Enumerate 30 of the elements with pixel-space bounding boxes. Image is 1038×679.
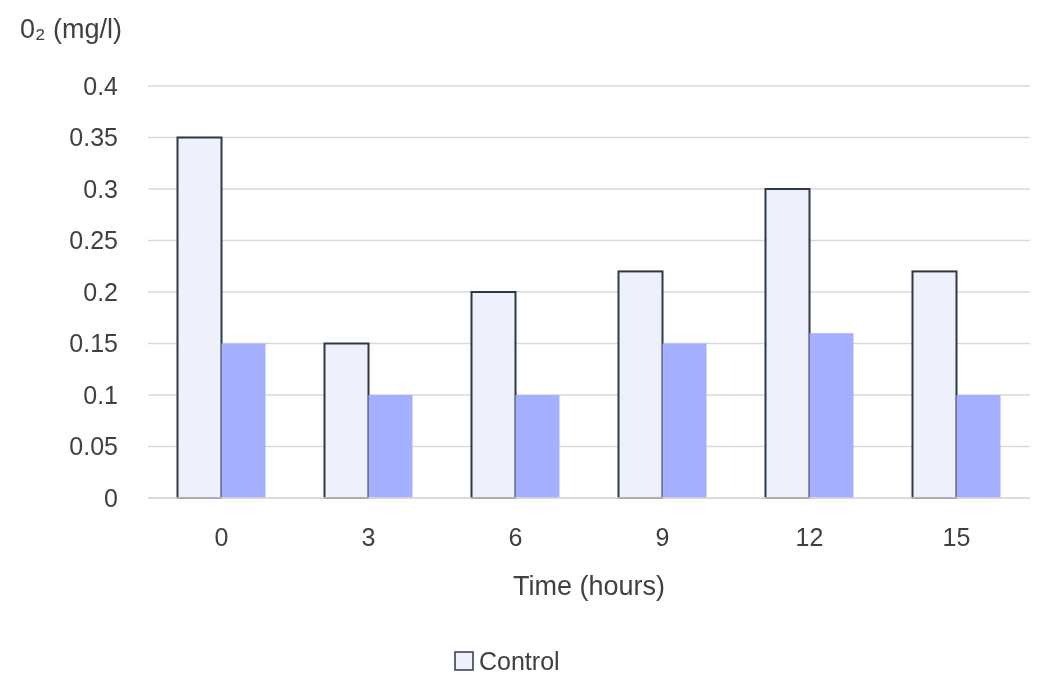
bar: [323, 342, 370, 499]
y-axis-title: 0₂ (mg/l): [20, 14, 122, 44]
x-tick-label: 12: [795, 523, 824, 551]
y-tick-label: 0.1: [83, 380, 118, 409]
bar: [368, 395, 413, 498]
bar: [662, 343, 707, 498]
y-tick-label: 0.15: [69, 329, 118, 358]
bar: [470, 291, 517, 499]
y-tick-label: 0.3: [83, 174, 118, 203]
y-tick-label: 0.05: [69, 432, 118, 461]
y-tick-label: 0: [104, 483, 118, 512]
x-tick-label: 15: [942, 523, 971, 551]
x-tick-label: 6: [508, 523, 523, 551]
y-tick-label: 0.2: [83, 277, 118, 306]
y-tick-label: 0.35: [69, 123, 118, 152]
x-tick-label: 9: [655, 523, 670, 551]
bar: [221, 343, 266, 498]
x-tick-label: 0: [214, 523, 229, 551]
bar: [809, 333, 854, 498]
legend-label: Control: [479, 647, 560, 675]
bar: [911, 270, 958, 499]
y-tick-label: 0.4: [83, 71, 119, 100]
x-axis-title: Time (hours): [512, 571, 666, 601]
bar: [515, 395, 560, 498]
bar: [617, 270, 664, 499]
y-tick-label: 0.25: [69, 226, 118, 255]
bar: [176, 136, 223, 499]
x-tick-label: 3: [361, 523, 376, 551]
bar: [956, 395, 1001, 498]
bar: [764, 188, 811, 499]
